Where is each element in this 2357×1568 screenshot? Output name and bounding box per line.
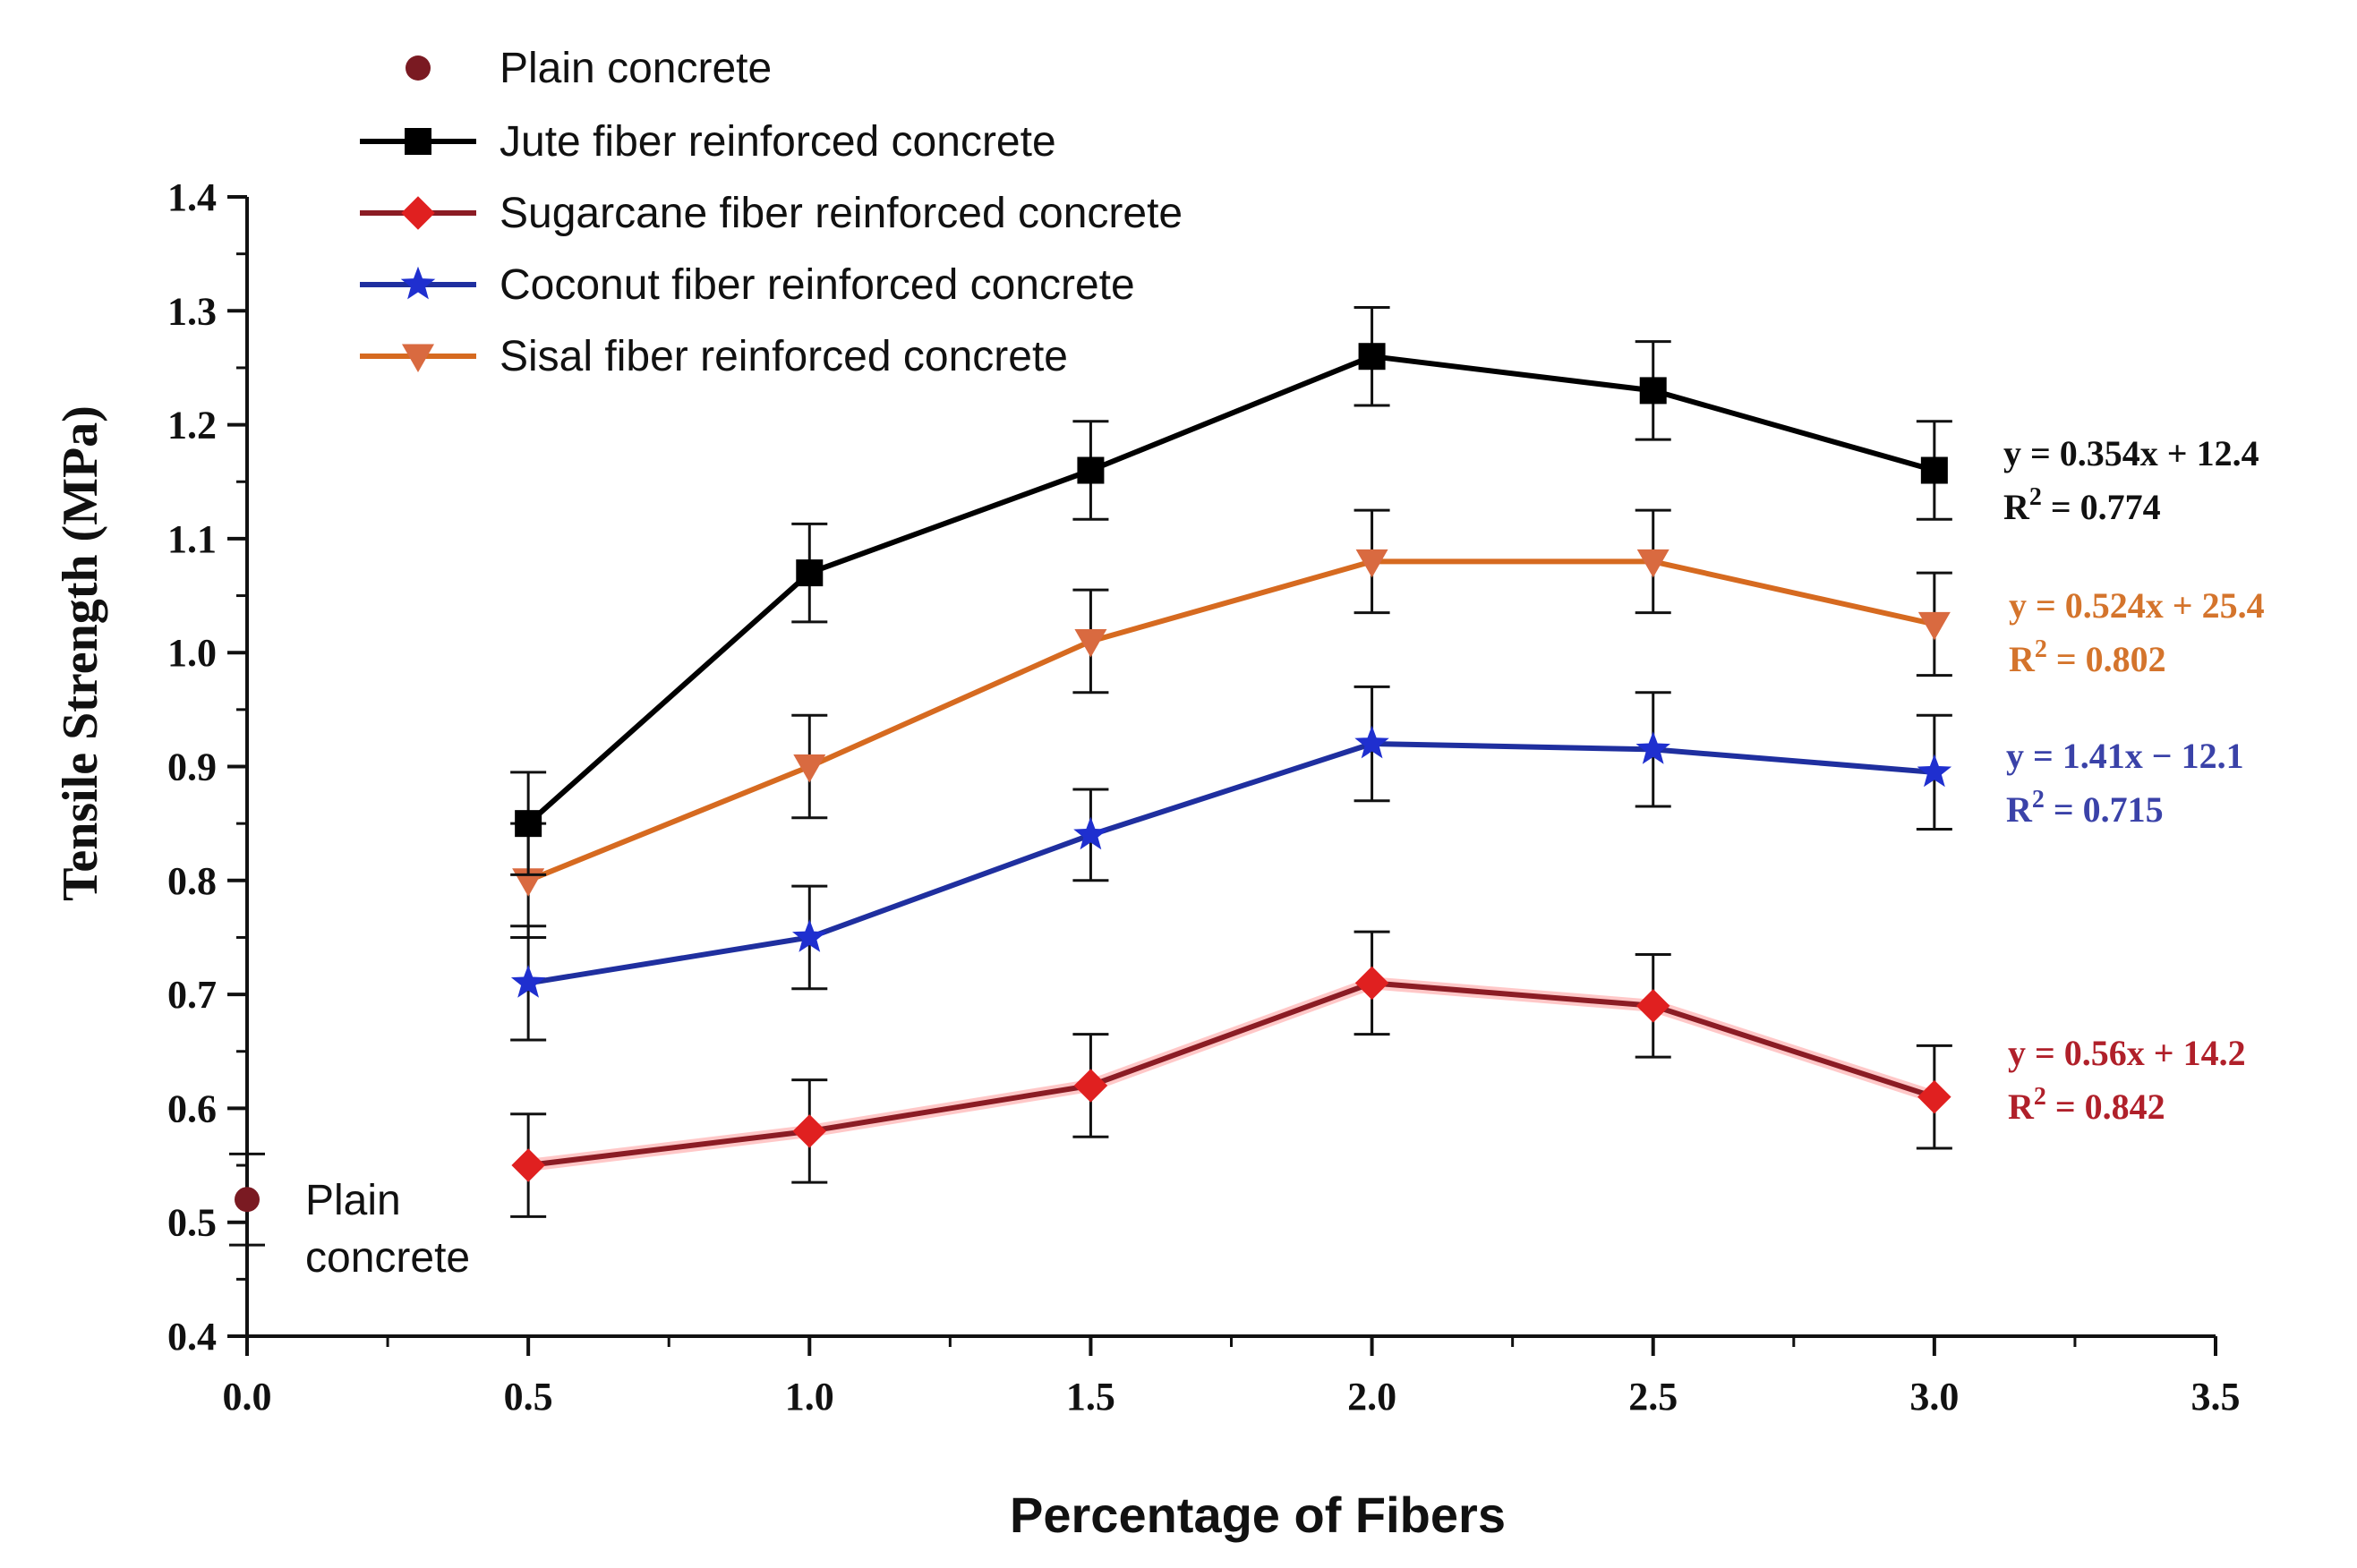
y-tick-label: 0.8 [167, 859, 217, 903]
data-point [235, 1187, 260, 1213]
data-point [1077, 456, 1105, 484]
data-point [796, 559, 824, 587]
trend-equations: y = 0.354x + 12.4 R2 = 0.774 y = 0.56x + 1… [2003, 433, 2265, 1127]
data-point [1917, 1079, 1951, 1114]
y-tick-label: 0.7 [167, 973, 217, 1017]
data-point [1354, 725, 1389, 759]
x-tick-label: 1.5 [1066, 1375, 1115, 1419]
legend-item-coconut: Coconut fiber reinforced concrete [360, 261, 1135, 309]
x-tick-label: 1.0 [785, 1375, 834, 1419]
x-axis-label: Percentage of Fibers [1010, 1487, 1506, 1543]
legend-item-sugarcane: Sugarcane fiber reinforced concrete [360, 190, 1183, 237]
data-point [792, 919, 827, 952]
x-tick-label: 0.0 [223, 1375, 272, 1419]
legend-swatch [400, 266, 436, 300]
trend-equation: y = 1.41x − 12.1 [2006, 736, 2244, 776]
y-tick-label: 1.4 [167, 175, 217, 219]
y-tick-label: 1.1 [167, 517, 217, 561]
legend: Plain concrete Jute fiber reinforced conc… [360, 45, 1183, 380]
data-point [793, 754, 826, 783]
data-point [1354, 966, 1389, 1001]
legend-label: Plain concrete [500, 45, 772, 92]
data-point [1917, 754, 1952, 788]
x-tick-label: 0.5 [504, 1375, 553, 1419]
x-tick-label: 2.5 [1628, 1375, 1678, 1419]
series-sugarcane [510, 930, 1952, 1218]
series-coconut [510, 685, 1952, 1042]
data-point [1636, 549, 1670, 578]
series-line [526, 558, 1935, 883]
y-tick-label: 1.0 [167, 631, 217, 675]
trend-equation: y = 0.524x + 25.4 [2009, 585, 2265, 626]
data-point [1073, 816, 1108, 850]
r-squared: R2 = 0.802 [2009, 635, 2166, 679]
legend-item-plain: Plain concrete [406, 45, 772, 92]
y-tick-label: 0.5 [167, 1201, 217, 1245]
equation-sugarcane: y = 0.56x + 14.2 R2 = 0.842 [2008, 1033, 2246, 1127]
legend-swatch [402, 344, 434, 372]
data-point [1073, 1069, 1108, 1103]
legend-item-jute: Jute fiber reinforced concrete [360, 118, 1056, 166]
x-tick-label: 2.0 [1347, 1375, 1396, 1419]
legend-item-sisal: Sisal fiber reinforced concrete [360, 333, 1068, 380]
r-squared: R2 = 0.715 [2006, 786, 2164, 830]
data-point [1355, 549, 1388, 578]
data-point [1635, 731, 1670, 764]
y-tick-label: 1.2 [167, 404, 217, 447]
plot-series: Plain concrete [229, 305, 1952, 1282]
data-point [1358, 343, 1386, 371]
data-point [1639, 377, 1667, 405]
series-jute [510, 305, 1952, 876]
x-tick-label: 3.0 [1909, 1375, 1959, 1419]
data-point [1074, 628, 1107, 658]
legend-label: Sugarcane fiber reinforced concrete [500, 190, 1183, 237]
series-plain-concrete: Plain concrete [229, 1152, 470, 1282]
trend-equation: y = 0.56x + 14.2 [2008, 1033, 2246, 1073]
legend-label: Jute fiber reinforced concrete [500, 118, 1056, 166]
r-squared: R2 = 0.774 [2003, 483, 2161, 527]
data-point [510, 965, 546, 998]
series-line [527, 741, 1935, 986]
data-point [1917, 611, 1951, 641]
y-tick-label: 0.4 [167, 1315, 217, 1359]
axes: 0.4 0.5 0.6 0.7 0.8 0.9 1.0 1.1 1.2 1.3 1.4 0.0 0.5 1… [167, 175, 2241, 1419]
plain-concrete-annotation: Plain [305, 1177, 401, 1224]
series-line [527, 980, 1935, 1168]
data-point [1635, 989, 1670, 1023]
legend-swatch [401, 196, 435, 230]
trend-equation: y = 0.354x + 12.4 [2003, 433, 2259, 473]
equation-sisal: y = 0.524x + 25.4 R2 = 0.802 [2009, 585, 2265, 679]
y-axis-label: Tensile Strength (MPa) [53, 405, 108, 901]
equation-jute: y = 0.354x + 12.4 R2 = 0.774 [2003, 433, 2259, 527]
data-point [1920, 456, 1948, 484]
legend-swatch [406, 55, 431, 81]
y-tick-label: 0.6 [167, 1087, 217, 1130]
plain-concrete-annotation: concrete [305, 1234, 470, 1282]
legend-label: Sisal fiber reinforced concrete [500, 333, 1068, 380]
y-tick-label: 0.9 [167, 746, 217, 789]
data-point [511, 1148, 545, 1182]
x-tick-label: 3.5 [2191, 1375, 2241, 1419]
series-sisal [510, 508, 1952, 939]
series-line [526, 354, 1935, 826]
y-tick-label: 1.3 [167, 289, 217, 333]
legend-label: Coconut fiber reinforced concrete [500, 261, 1135, 309]
equation-coconut: y = 1.41x − 12.1 R2 = 0.715 [2006, 736, 2244, 830]
legend-swatch [405, 128, 431, 155]
data-point [792, 1114, 827, 1148]
r-squared: R2 = 0.842 [2008, 1083, 2165, 1127]
data-point [515, 810, 542, 838]
